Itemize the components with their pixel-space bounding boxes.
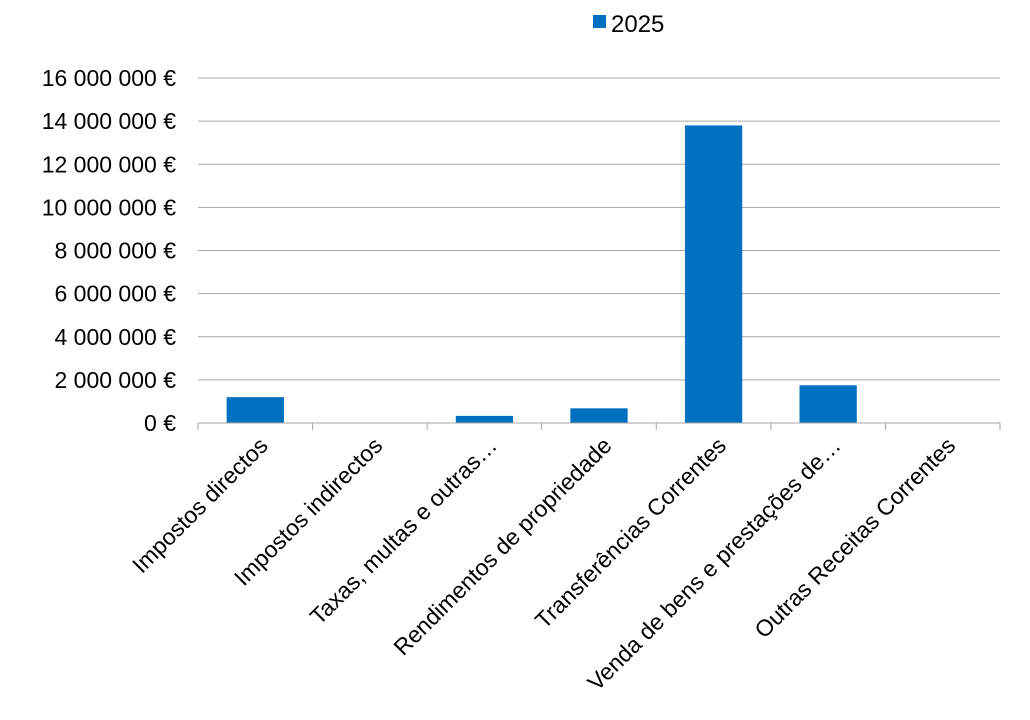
bars <box>226 125 857 423</box>
bar <box>455 415 514 423</box>
legend: 2025 <box>593 11 664 38</box>
y-tick-label: 8 000 000 € <box>54 238 176 264</box>
y-tick-label: 16 000 000 € <box>42 65 177 91</box>
bar <box>799 385 857 423</box>
x-category-label: Rendimentos de propriedade <box>388 432 616 660</box>
y-axis-tick-labels: 0 € 2 000 000 € 4 000 000 € 6 000 000 € 8 00… <box>42 65 177 436</box>
y-tick-label: 12 000 000 € <box>42 151 177 177</box>
bar <box>226 397 284 423</box>
y-tick-label: 2 000 000 € <box>54 367 176 393</box>
y-tick-label: 0 € <box>144 410 176 436</box>
bar <box>684 125 743 423</box>
x-category-label: Transferências Correntes <box>530 432 731 633</box>
x-axis <box>197 422 1001 430</box>
gridlines <box>198 77 1000 381</box>
y-tick-label: 4 000 000 € <box>54 324 176 350</box>
x-category-label: Outras Receitas Correntes <box>749 432 960 643</box>
x-category-label: Taxas, multas e outras… <box>305 432 502 629</box>
x-category-label: Venda de bens e prestações de… <box>582 432 845 695</box>
y-tick-label: 14 000 000 € <box>42 108 177 134</box>
y-tick-label: 10 000 000 € <box>42 194 177 220</box>
legend-label-2025: 2025 <box>611 11 664 38</box>
y-tick-label: 6 000 000 € <box>54 281 176 307</box>
bar <box>570 408 628 423</box>
legend-swatch-2025 <box>593 15 606 28</box>
